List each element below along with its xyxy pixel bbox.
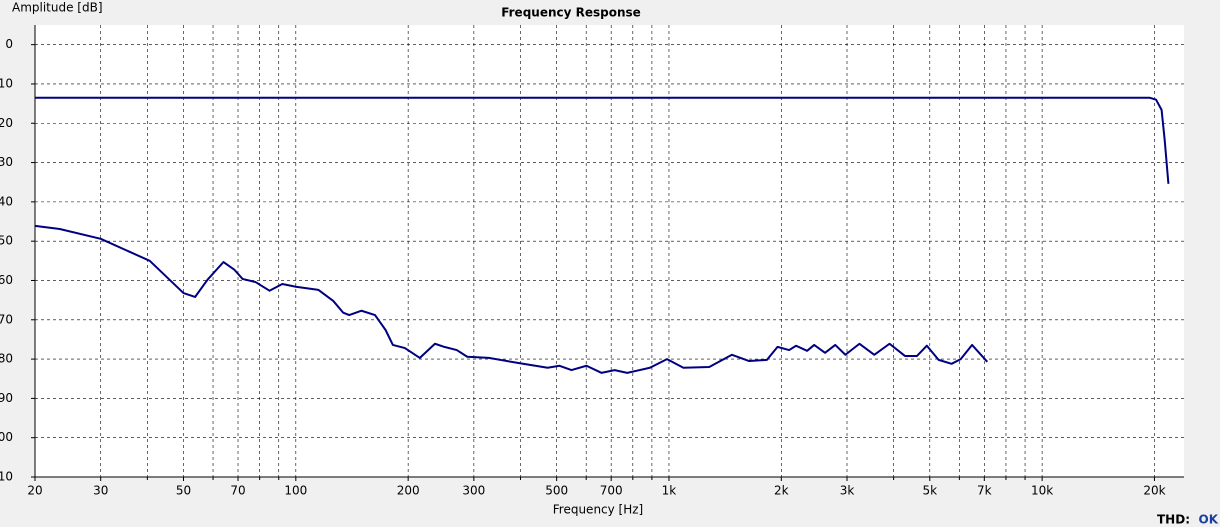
x-tick-label: 7k — [977, 484, 992, 498]
x-tick-label: 200 — [397, 484, 420, 498]
y-tick-label: -50 — [0, 234, 13, 248]
x-tick-label: 700 — [600, 484, 623, 498]
status-value: OK — [1199, 513, 1219, 527]
status-label: THD: — [1157, 513, 1190, 527]
x-tick-label: 20 — [27, 484, 42, 498]
x-tick-label: 2k — [774, 484, 789, 498]
x-tick-label: 500 — [545, 484, 568, 498]
y-tick-label: -20 — [0, 116, 13, 130]
y-tick-label: -40 — [0, 194, 13, 208]
x-tick-label: 5k — [922, 484, 937, 498]
x-tick-label: 20k — [1143, 484, 1165, 498]
chart-title: Frequency Response — [501, 6, 641, 20]
y-tick-label: -70 — [0, 312, 13, 326]
x-tick-label: 70 — [230, 484, 245, 498]
series-line — [35, 96, 1170, 184]
x-tick-label: 1k — [662, 484, 677, 498]
y-axis-label: Amplitude [dB] — [12, 1, 103, 15]
y-tick-label: -100 — [0, 430, 13, 444]
x-tick-label: 10k — [1031, 484, 1053, 498]
y-tick-label: -80 — [0, 352, 13, 366]
y-tick-label: -110 — [0, 470, 13, 484]
plot-area — [35, 25, 1184, 477]
x-tick-label: 3k — [840, 484, 855, 498]
x-tick-label: 100 — [284, 484, 307, 498]
x-tick-label: 30 — [93, 484, 108, 498]
y-tick-label: -60 — [0, 273, 13, 287]
y-tick-label: -30 — [0, 155, 13, 169]
x-tick-label: 50 — [176, 484, 191, 498]
y-tick-label: -90 — [0, 391, 13, 405]
x-tick-label: 300 — [462, 484, 485, 498]
x-axis-label: Frequency [Hz] — [553, 503, 644, 517]
y-tick-label: -10 — [0, 76, 13, 90]
series-line — [34, 224, 989, 374]
y-tick-label: 0 — [5, 37, 13, 51]
